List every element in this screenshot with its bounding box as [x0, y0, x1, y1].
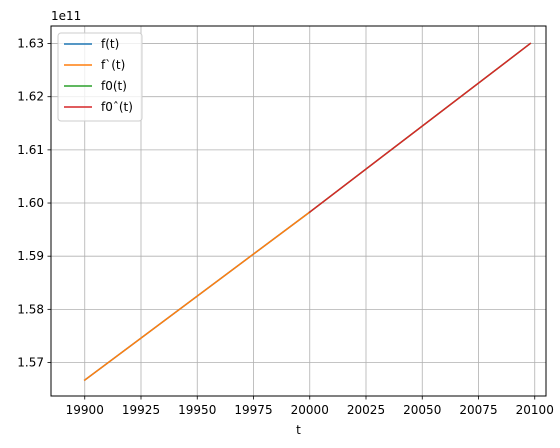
- legend-label-2: f`(t): [101, 58, 125, 72]
- plot-frame: [50, 25, 547, 397]
- x-tick-label: 20100: [516, 403, 554, 417]
- legend-label-1: f(t): [101, 37, 119, 51]
- y-tick-label: 1.61: [17, 143, 44, 157]
- legend-label-4: f0ˆ(t): [101, 100, 133, 114]
- series-line-4: [308, 42, 532, 214]
- x-tick-label: 20050: [403, 403, 441, 417]
- x-tick-label: 20000: [291, 403, 329, 417]
- y-offset-label: 1e11: [51, 9, 81, 23]
- x-tick-label: 19950: [178, 403, 216, 417]
- y-tick-label: 1.63: [17, 37, 44, 51]
- x-tick-label: 19975: [234, 403, 272, 417]
- y-tick-label: 1.60: [17, 196, 44, 210]
- legend-label-3: f0(t): [101, 79, 127, 93]
- series-line-2: [83, 211, 311, 382]
- x-tick-label: 19900: [66, 403, 104, 417]
- y-tick-label: 1.58: [17, 302, 44, 316]
- grid: [51, 26, 546, 396]
- x-tick-label: 20075: [459, 403, 497, 417]
- y-axis-ticks: 1.57 1.58 1.59 1.60 1.61 1.62 1.63: [17, 37, 51, 370]
- y-tick-label: 1.62: [17, 90, 44, 104]
- x-tick-label: 20025: [347, 403, 385, 417]
- legend: f(t) f`(t) f0(t) f0ˆ(t): [57, 32, 143, 122]
- y-tick-label: 1.57: [17, 356, 44, 370]
- x-tick-label: 19925: [122, 403, 160, 417]
- x-axis-label: t: [296, 423, 301, 437]
- legend-box: [57, 32, 143, 122]
- y-tick-label: 1.59: [17, 249, 44, 263]
- x-axis-ticks: 19900 19925 19950 19975 20000 20025 20050 20075…: [66, 396, 554, 417]
- series-lines: [83, 42, 532, 382]
